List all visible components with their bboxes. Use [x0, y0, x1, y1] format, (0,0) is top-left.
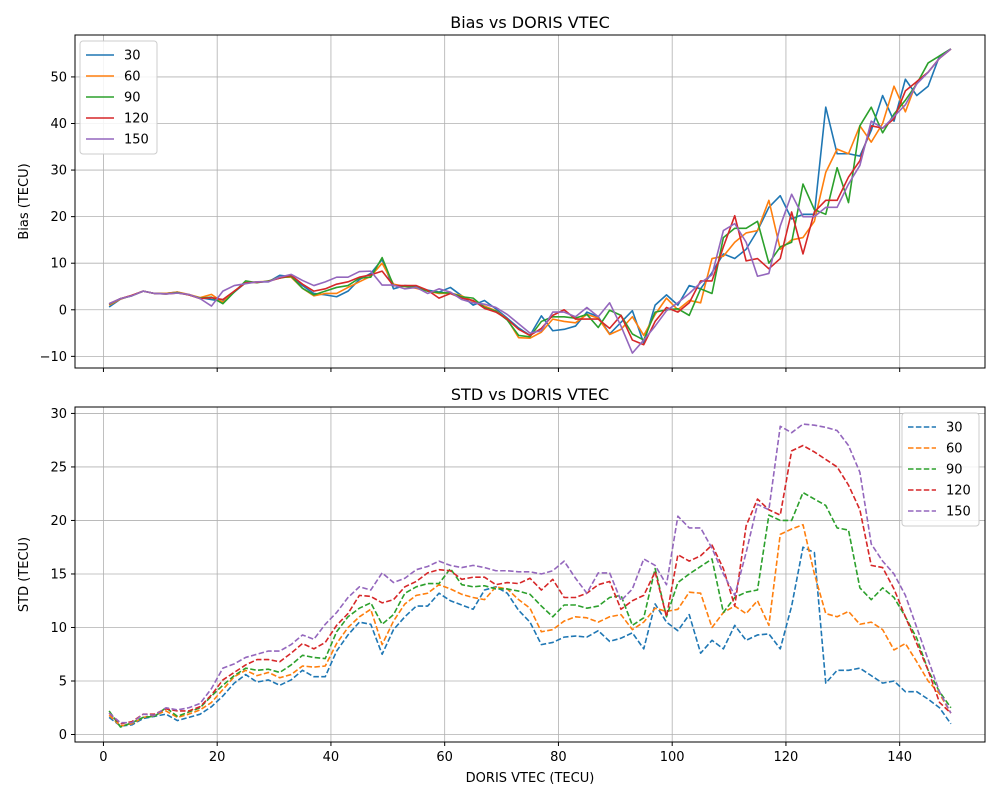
legend-entry-150: 150	[946, 505, 971, 520]
y-tick-label: 30	[50, 407, 67, 422]
series-line-30	[108, 546, 952, 727]
y-tick-label: 10	[50, 257, 67, 272]
legend-entry-90: 90	[124, 91, 141, 106]
bias-chart: −10 0 10 20 30 40 50 Bias vs DORIS VTEC Bias (TE…	[17, 13, 986, 372]
y-tick-label: 0	[59, 728, 67, 743]
series-line-90	[108, 491, 952, 728]
y-tick-label: 25	[50, 460, 67, 475]
legend-entry-120: 120	[946, 484, 971, 499]
y-tick-label: 30	[50, 164, 67, 179]
y-tick-label: 20	[50, 210, 67, 225]
series-line-150	[108, 48, 952, 354]
chart-title: Bias vs DORIS VTEC	[450, 13, 610, 32]
y-tick-label: 20	[50, 514, 67, 529]
x-tick-label: 60	[436, 750, 453, 765]
std-chart: 0 20 40 60 80 100 120 140 0 5 10 15 20 25 30 STD vs DOR…	[17, 385, 986, 786]
legend: 30 60 90 120 150	[79, 40, 158, 155]
legend-entry-150: 150	[124, 133, 149, 148]
legend-entry-90: 90	[946, 463, 963, 478]
legend-entry-60: 60	[946, 442, 963, 457]
x-tick-label: 20	[209, 750, 226, 765]
plot-frame	[74, 34, 986, 369]
x-tick-label: 80	[550, 750, 567, 765]
legend-entry-30: 30	[946, 421, 963, 436]
plot-frame	[74, 406, 986, 743]
legend-entry-120: 120	[124, 112, 149, 127]
grid	[75, 35, 985, 368]
series-line-60	[108, 523, 952, 727]
y-tick-label: 50	[50, 70, 67, 85]
legend-box	[79, 40, 158, 155]
series-line-120	[108, 444, 952, 725]
x-axis-label: DORIS VTEC (TECU)	[466, 771, 595, 786]
y-tick-label: 0	[59, 303, 67, 318]
y-tick-label: 15	[50, 567, 67, 582]
x-tick-label: 100	[660, 750, 685, 765]
y-axis-label: Bias (TECU)	[17, 163, 32, 239]
y-tick-label: −10	[40, 350, 67, 365]
legend: 30 60 90 120 150	[901, 412, 980, 527]
legend-box	[901, 412, 980, 527]
y-tick-label: 40	[50, 117, 67, 132]
x-tick-label: 140	[887, 750, 912, 765]
legend-entry-60: 60	[124, 70, 141, 85]
y-tick-label: 5	[59, 674, 67, 689]
grid	[75, 407, 985, 742]
x-tick-label: 120	[774, 750, 799, 765]
y-tick-label: 10	[50, 621, 67, 636]
series-line-90	[108, 48, 952, 341]
chart-title: STD vs DORIS VTEC	[451, 385, 609, 404]
x-tick-label: 0	[99, 750, 107, 765]
legend-entry-30: 30	[124, 49, 141, 64]
y-axis-label: STD (TECU)	[17, 537, 32, 612]
x-tick-label: 40	[323, 750, 340, 765]
